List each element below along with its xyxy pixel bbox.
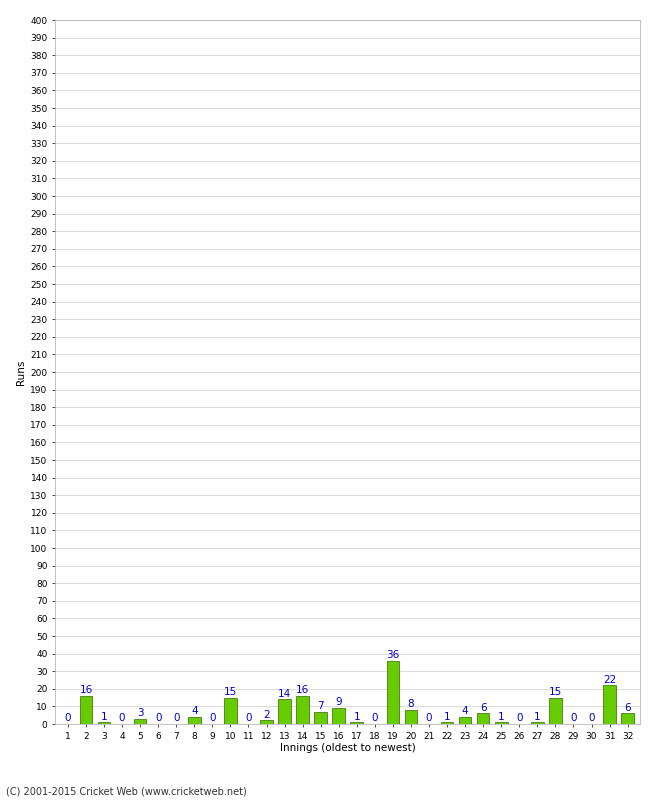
Text: 1: 1 xyxy=(534,711,541,722)
Bar xyxy=(441,722,454,724)
Bar xyxy=(296,696,309,724)
Text: 0: 0 xyxy=(245,714,252,723)
Bar xyxy=(332,708,345,724)
Text: 15: 15 xyxy=(549,687,562,697)
Text: 0: 0 xyxy=(155,714,161,723)
Text: 3: 3 xyxy=(136,708,144,718)
Text: 2: 2 xyxy=(263,710,270,720)
Bar xyxy=(260,721,273,724)
Bar xyxy=(224,698,237,724)
Bar xyxy=(80,696,92,724)
Text: 1: 1 xyxy=(444,711,450,722)
Text: 0: 0 xyxy=(516,714,523,723)
Text: 0: 0 xyxy=(426,714,432,723)
Text: 36: 36 xyxy=(386,650,400,660)
Text: 1: 1 xyxy=(354,711,360,722)
Text: 8: 8 xyxy=(408,699,414,710)
Bar xyxy=(549,698,562,724)
Text: 15: 15 xyxy=(224,687,237,697)
Bar xyxy=(459,717,471,724)
Bar xyxy=(621,714,634,724)
Text: 6: 6 xyxy=(480,702,486,713)
Text: 6: 6 xyxy=(624,702,631,713)
Bar xyxy=(315,712,327,724)
Bar xyxy=(404,710,417,724)
Text: 16: 16 xyxy=(296,685,309,695)
Text: 0: 0 xyxy=(173,714,179,723)
X-axis label: Innings (oldest to newest): Innings (oldest to newest) xyxy=(280,743,415,754)
Bar xyxy=(495,722,508,724)
Text: 14: 14 xyxy=(278,689,291,698)
Text: 1: 1 xyxy=(498,711,504,722)
Text: 16: 16 xyxy=(79,685,92,695)
Text: (C) 2001-2015 Cricket Web (www.cricketweb.net): (C) 2001-2015 Cricket Web (www.cricketwe… xyxy=(6,786,247,796)
Text: 0: 0 xyxy=(209,714,216,723)
Text: 0: 0 xyxy=(372,714,378,723)
Text: 0: 0 xyxy=(119,714,125,723)
Bar xyxy=(188,717,201,724)
Text: 1: 1 xyxy=(101,711,107,722)
Bar xyxy=(531,722,543,724)
Text: 4: 4 xyxy=(191,706,198,716)
Y-axis label: Runs: Runs xyxy=(16,359,26,385)
Text: 0: 0 xyxy=(588,714,595,723)
Bar xyxy=(603,686,616,724)
Bar xyxy=(477,714,489,724)
Text: 22: 22 xyxy=(603,674,616,685)
Text: 4: 4 xyxy=(462,706,469,716)
Text: 9: 9 xyxy=(335,698,342,707)
Bar xyxy=(98,722,111,724)
Text: 7: 7 xyxy=(317,701,324,711)
Text: 0: 0 xyxy=(64,714,71,723)
Bar xyxy=(134,718,146,724)
Bar xyxy=(350,722,363,724)
Bar xyxy=(278,699,291,724)
Bar xyxy=(387,661,399,724)
Text: 0: 0 xyxy=(570,714,577,723)
